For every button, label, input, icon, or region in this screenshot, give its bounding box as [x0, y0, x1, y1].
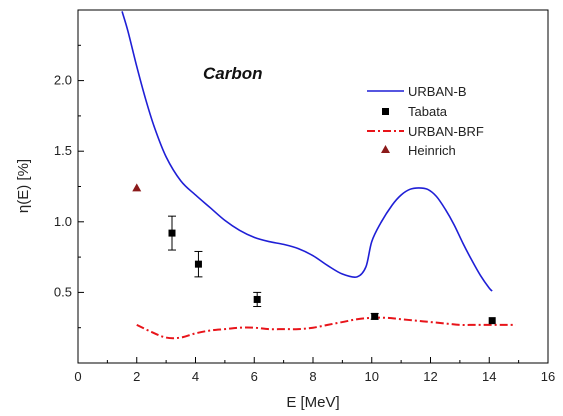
y-axis-title: η(E) [%] [15, 159, 32, 213]
x-tick-label: 0 [74, 369, 81, 384]
chart-annotation: Carbon [203, 64, 263, 83]
legend-label-urban-brf: URBAN-BRF [408, 124, 484, 139]
y-tick-label: 2.0 [54, 73, 72, 88]
data-point-tabata [253, 295, 261, 303]
legend-swatch-heinrich [381, 145, 390, 153]
axis-ticks: 0 2 4 6 8 10 12 14 16 0.5 1.0 1.5 2.0 [54, 44, 555, 384]
legend-label-urban-b: URBAN-B [408, 84, 467, 99]
x-tick-label: 4 [192, 369, 199, 384]
x-tick-label: 16 [541, 369, 555, 384]
x-tick-label: 12 [423, 369, 437, 384]
data-point-tabata [488, 317, 496, 325]
data-point-tabata [168, 229, 176, 237]
legend-label-heinrich: Heinrich [408, 143, 456, 158]
x-tick-label: 6 [251, 369, 258, 384]
data-point-heinrich [132, 183, 142, 192]
y-tick-label: 1.0 [54, 214, 72, 229]
y-tick-label: 1.5 [54, 143, 72, 158]
series-curves [121, 11, 516, 340]
data-point-tabata [194, 260, 202, 268]
x-tick-label: 10 [365, 369, 379, 384]
y-tick-label: 0.5 [54, 284, 72, 299]
legend: URBAN-B Tabata URBAN-BRF Heinrich [367, 84, 484, 158]
legend-swatch-tabata [382, 108, 389, 115]
x-tick-label: 14 [482, 369, 496, 384]
x-tick-label: 2 [133, 369, 140, 384]
data-point-tabata [371, 312, 379, 320]
x-tick-label: 8 [309, 369, 316, 384]
series-line-urban-brf [136, 316, 516, 340]
series-points [132, 183, 496, 325]
legend-label-tabata: Tabata [408, 104, 448, 119]
series-line-urban-b [121, 11, 493, 292]
x-axis-title: E [MeV] [286, 394, 339, 411]
plot-frame [77, 9, 549, 364]
